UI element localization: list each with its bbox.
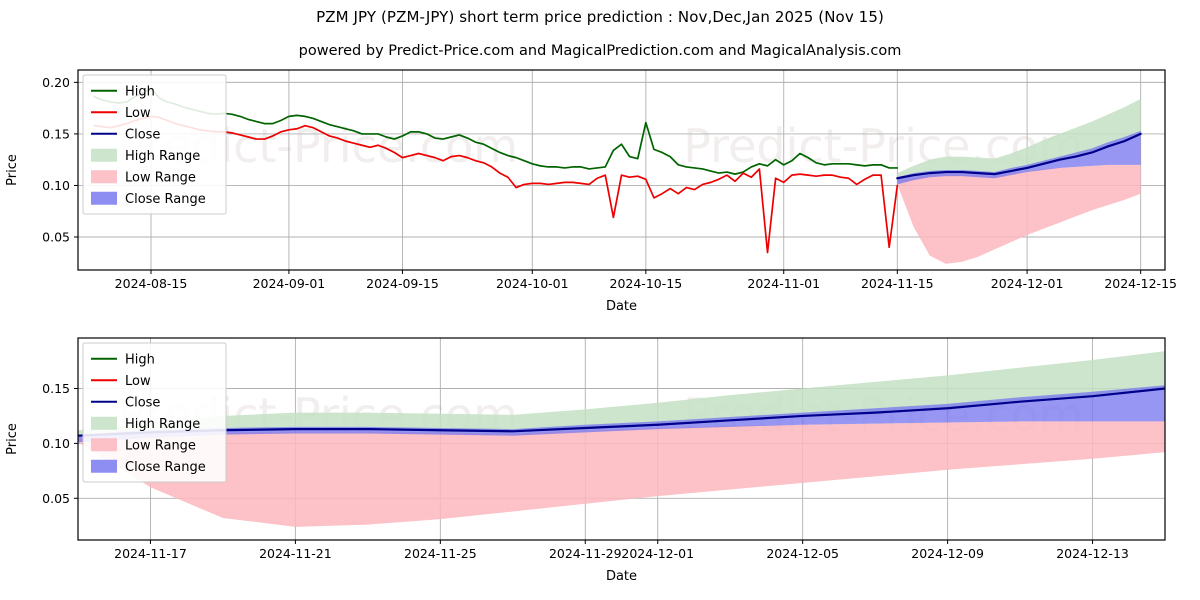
legend-item: Low Range bbox=[91, 438, 196, 453]
x-tick-label: 2024-12-15 bbox=[1104, 276, 1177, 291]
x-tick-label: 2024-10-15 bbox=[610, 276, 683, 291]
legend-item: Low bbox=[91, 374, 151, 389]
x-tick-label: 2024-12-05 bbox=[766, 546, 839, 561]
legend-item: High bbox=[91, 84, 155, 99]
high-range-band bbox=[897, 98, 1141, 179]
x-tick-label: 2024-12-09 bbox=[911, 546, 984, 561]
legend-label: Close Range bbox=[125, 460, 206, 475]
legend-label: High Range bbox=[125, 417, 200, 432]
legend-patch-swatch bbox=[91, 416, 117, 430]
legend-item: Low bbox=[91, 106, 151, 121]
y-tick-label: 0.10 bbox=[42, 436, 70, 451]
y-tick-label: 0.15 bbox=[42, 126, 70, 141]
legend-item: Close Range bbox=[91, 459, 206, 475]
legend-label: High bbox=[125, 84, 155, 99]
x-tick-label: 2024-11-01 bbox=[747, 276, 820, 291]
legend-item: Close bbox=[91, 127, 160, 142]
legend-patch-swatch bbox=[91, 438, 117, 452]
page-subtitle: powered by Predict-Price.com and Magical… bbox=[298, 43, 902, 59]
legend-label: Close bbox=[125, 127, 160, 142]
legend-label: Low Range bbox=[125, 170, 196, 185]
legend: High Low Close High Range Low Range Close Ran… bbox=[82, 342, 227, 483]
close-line bbox=[78, 387, 1165, 437]
legend-patch-swatch bbox=[91, 148, 117, 162]
legend-label: High Range bbox=[125, 149, 200, 164]
legend-label: Low Range bbox=[125, 438, 196, 453]
x-tick-label: 2024-11-25 bbox=[404, 546, 477, 561]
legend-item: High bbox=[91, 352, 155, 367]
x-axis-label: Date bbox=[606, 569, 637, 584]
legend-label: High bbox=[125, 352, 155, 367]
bottom-chart-panel: Predict-Price.comPredict-Price.com0.050.… bbox=[0, 330, 1200, 598]
y-tick-label: 0.15 bbox=[42, 381, 70, 396]
y-tick-label: 0.05 bbox=[42, 491, 70, 506]
plot-frame bbox=[77, 69, 1166, 271]
legend-patch-swatch bbox=[91, 191, 117, 205]
close-line bbox=[896, 132, 1142, 180]
x-tick-label: 2024-10-01 bbox=[496, 276, 569, 291]
bottom-chart: Predict-Price.comPredict-Price.com0.050.… bbox=[5, 337, 1166, 584]
low-line bbox=[93, 115, 899, 254]
y-tick-label: 0.05 bbox=[42, 230, 70, 245]
legend-patch-swatch bbox=[91, 170, 117, 184]
x-tick-label: 2024-09-01 bbox=[253, 276, 326, 291]
x-tick-label: 2024-08-15 bbox=[115, 276, 188, 291]
x-tick-label: 2024-11-15 bbox=[861, 276, 934, 291]
low-range-band bbox=[78, 421, 1165, 527]
legend-patch-swatch bbox=[91, 459, 117, 473]
legend-label: Low bbox=[125, 374, 151, 389]
legend-label: Close Range bbox=[125, 192, 206, 207]
legend-label: Close bbox=[125, 395, 160, 410]
page-title: PZM JPY (PZM-JPY) short term price predi… bbox=[316, 8, 884, 26]
high-range-band bbox=[78, 351, 1165, 436]
high-line bbox=[93, 87, 899, 175]
plot-frame bbox=[77, 337, 1166, 541]
legend-item: Low Range bbox=[91, 170, 196, 185]
axes: 0.05 0.10 0.15 2024-11-17 2024-11-21 2024-11-… bbox=[5, 381, 1129, 584]
y-axis-label: Price bbox=[5, 423, 20, 455]
x-axis-label: Date bbox=[606, 299, 637, 314]
legend-item: High Range bbox=[91, 148, 200, 164]
top-chart-panel: Predict-Price.com Predict-Price.com 0.05 0.… bbox=[0, 62, 1200, 320]
x-tick-label: 2024-11-21 bbox=[259, 546, 332, 561]
legend-label: Low bbox=[125, 106, 151, 121]
y-axis-label: Price bbox=[5, 154, 20, 186]
legend-item: Close Range bbox=[91, 191, 206, 207]
legend-item: Close bbox=[91, 395, 160, 410]
y-tick-label: 0.20 bbox=[42, 75, 70, 90]
x-tick-label: 2024-12-13 bbox=[1056, 546, 1129, 561]
x-tick-label: 2024-11-17 bbox=[114, 546, 187, 561]
legend: High Low Close High Range Low Range Close Ran… bbox=[82, 74, 227, 215]
low-range-band bbox=[897, 164, 1141, 264]
y-tick-label: 0.10 bbox=[42, 178, 70, 193]
x-tick-label: 2024-12-01 bbox=[991, 276, 1064, 291]
x-tick-label: 2024-11-29 bbox=[549, 546, 622, 561]
x-tick-label: 2024-09-15 bbox=[366, 276, 439, 291]
legend-item: High Range bbox=[91, 416, 200, 432]
axes: 0.05 0.10 0.15 0.20 2024-08-15 2024-09-01 2024… bbox=[5, 75, 1177, 314]
top-chart: Predict-Price.com Predict-Price.com0.050.… bbox=[5, 69, 1177, 314]
x-tick-label: 2024-12-01 bbox=[621, 546, 694, 561]
